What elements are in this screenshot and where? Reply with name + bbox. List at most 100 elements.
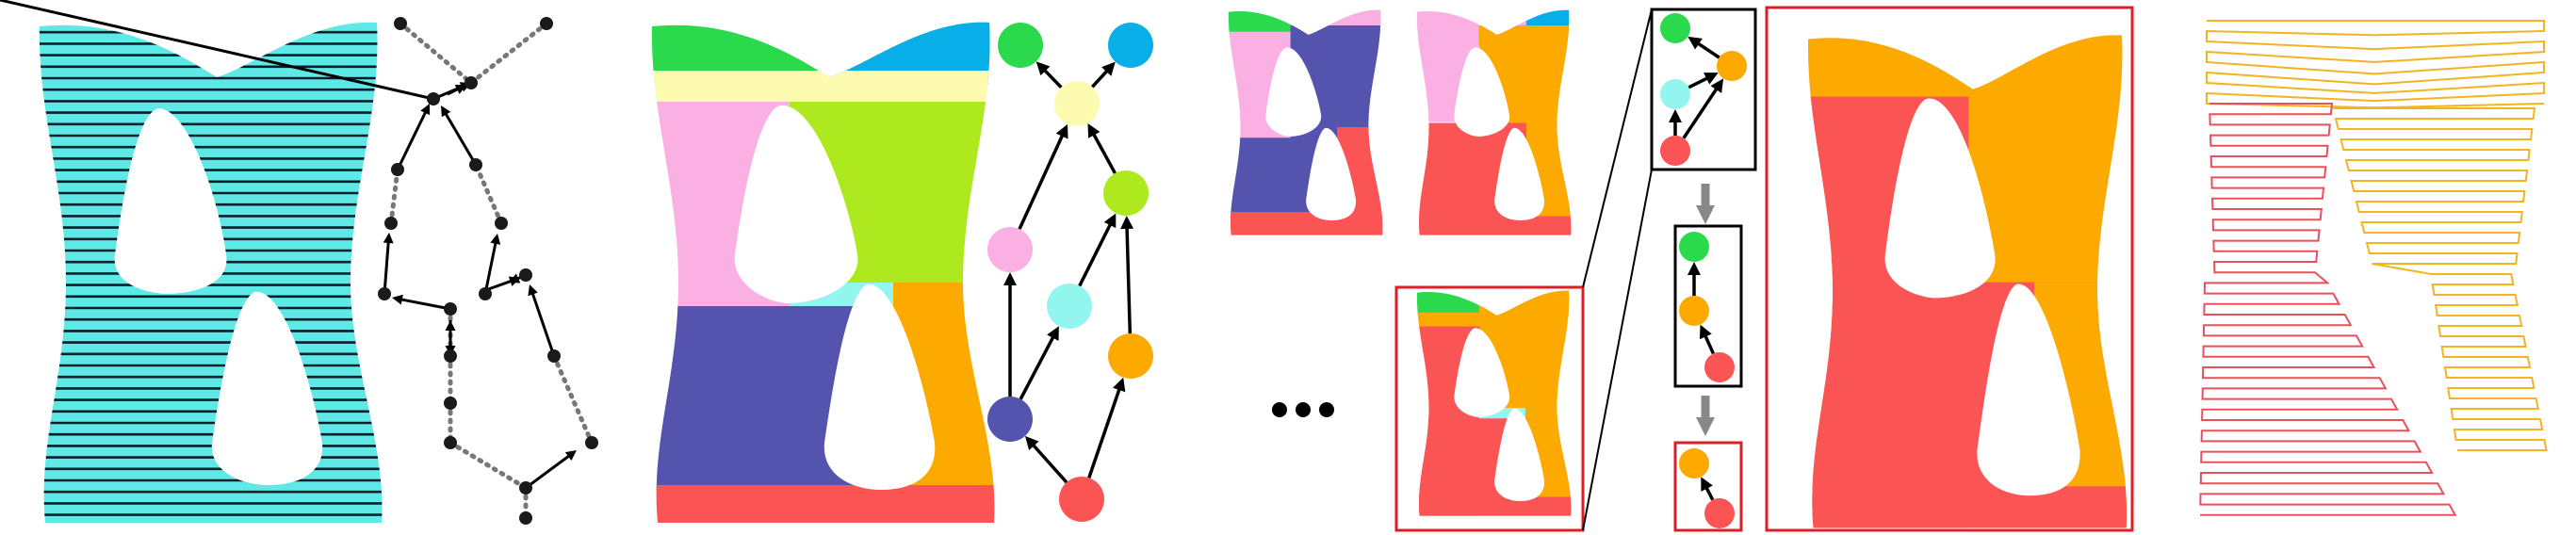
edge-line [0, 0, 434, 101]
graph-box-2 [1673, 224, 1743, 388]
ellipsis-dots [1272, 402, 1334, 417]
highlight-box [1765, 6, 2134, 532]
arrow-head [1120, 215, 1134, 230]
edge-line [1018, 133, 1065, 230]
hole-lower [823, 284, 936, 490]
hole-upper [1884, 98, 1996, 299]
hole-upper [1265, 47, 1322, 137]
graph-node [444, 302, 457, 316]
edge-line [399, 298, 451, 311]
edge-line [1078, 221, 1113, 287]
slice-graph-panel [0, 0, 598, 525]
merge-sequence-panel [1650, 8, 1757, 532]
arrow-head [420, 104, 431, 116]
arrow-head [1055, 123, 1068, 139]
graph-node [519, 481, 532, 494]
graph-node [585, 436, 598, 449]
edge-line [1703, 333, 1716, 355]
region-node-purple [987, 397, 1033, 442]
graph-box-1 [1650, 8, 1757, 171]
arrow-head [1701, 477, 1713, 492]
edge-line [483, 241, 497, 295]
merge-node [1660, 13, 1690, 43]
arrow-head [1669, 109, 1682, 122]
hole-lower [1494, 408, 1545, 501]
merge-node [1704, 352, 1735, 382]
intermediate-shape-1 [1228, 9, 1383, 235]
graph-node [378, 287, 391, 300]
region-red [651, 485, 995, 523]
edge-line [1682, 86, 1720, 139]
region-node-green [998, 23, 1043, 68]
graph-node [547, 349, 561, 363]
toolpath [2199, 103, 2457, 516]
hole-lower [1494, 127, 1545, 221]
hole-lower [211, 291, 323, 485]
arrow-head [1035, 61, 1051, 76]
arrow-head [392, 294, 403, 305]
arrow-head [564, 450, 577, 461]
hole-lower [1306, 127, 1357, 221]
edge-line [1125, 226, 1133, 334]
toolpath-panel [2199, 20, 2548, 516]
arrow-head [1003, 272, 1017, 285]
edge-line [1695, 41, 1720, 59]
graph-node [444, 397, 457, 410]
region-node-lime [1103, 170, 1149, 216]
arrow-head [1710, 78, 1724, 93]
toolpath [2206, 20, 2545, 109]
arrow-head [528, 284, 538, 297]
edge-line [1019, 334, 1056, 400]
region-node-orange [1108, 333, 1153, 379]
toolpath [2333, 107, 2548, 451]
graph-node [394, 17, 407, 30]
intermediate-shape-3 [1416, 290, 1572, 516]
dotted-edge [448, 440, 529, 491]
region-yellow [651, 71, 995, 104]
graph-node [495, 217, 508, 230]
region [1228, 212, 1383, 235]
graph-node [391, 163, 404, 176]
dotted-edge [388, 167, 400, 226]
arrow-head [1699, 324, 1712, 340]
hole-upper [1454, 328, 1510, 417]
merge-node [1679, 448, 1709, 478]
hole-upper [114, 108, 227, 294]
edge-line [530, 291, 556, 357]
merged-result-panel [1765, 6, 2134, 532]
arrow-head [490, 234, 501, 245]
dotted-edge [551, 353, 595, 446]
merge-node [1717, 51, 1747, 81]
hole-lower [1977, 284, 2080, 496]
arrow-head [1704, 73, 1719, 85]
graph-node [444, 436, 457, 449]
edge-line [447, 87, 460, 96]
arrow-head [1047, 326, 1059, 341]
edge-line [1687, 75, 1710, 89]
edge-line [1042, 68, 1063, 89]
arrow-head [1687, 262, 1701, 275]
zoom-line [1582, 8, 1653, 288]
arrow-head [454, 85, 466, 94]
merge-node [1704, 498, 1735, 528]
dotted-edge [473, 162, 504, 226]
graph-node [384, 217, 398, 230]
graph-box-3 [1673, 441, 1743, 532]
edge-line [444, 111, 478, 166]
arrow-head [441, 105, 451, 118]
graph-node [469, 158, 482, 171]
graph-node [427, 92, 440, 105]
graph-node [519, 511, 532, 525]
merge-node [1660, 136, 1690, 166]
intermediate-shape-2 [1416, 9, 1572, 235]
arrow-head [1024, 435, 1039, 450]
intermediate-shapes-panel [1228, 8, 1653, 532]
arrow-head [1103, 213, 1117, 229]
highlight-box-small [1394, 285, 1585, 532]
arrow-head [383, 233, 394, 244]
graph-node [479, 287, 492, 300]
edge-line [1091, 132, 1117, 174]
graph-node [540, 17, 553, 30]
